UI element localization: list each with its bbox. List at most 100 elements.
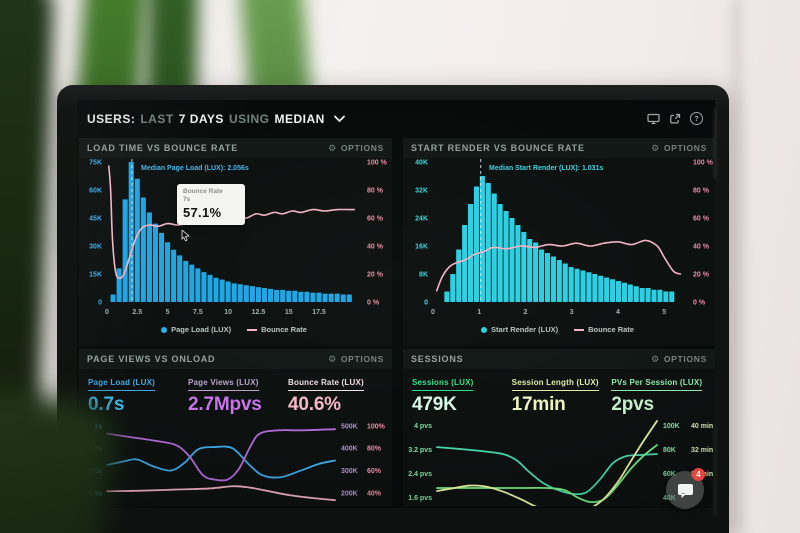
svg-text:40%: 40% [367, 490, 382, 497]
svg-text:20 %: 20 % [693, 272, 710, 279]
svg-text:80%: 80% [367, 446, 382, 453]
svg-text:40 min: 40 min [691, 423, 713, 430]
svg-text:10: 10 [224, 309, 232, 316]
range-value: 7 DAYS [178, 111, 224, 126]
svg-text:16K: 16K [415, 244, 428, 251]
metric-value: 17min [511, 394, 566, 415]
metric-sessions[interactable]: Sessions (LUX) 479K [412, 372, 512, 416]
chat-button[interactable]: 4 [666, 468, 705, 509]
svg-text:300K: 300K [341, 468, 358, 475]
panel-load-time: LOAD TIME VS BOUNCE RATE ⚙ OPTIONS 75K 60… [79, 138, 392, 346]
panel-header: START RENDER VS BOUNCE RATE ⚙ OPTIONS [403, 138, 715, 158]
metric-value: 40.6% [288, 394, 341, 415]
svg-text:100%: 100% [367, 423, 386, 430]
svg-text:5: 5 [166, 309, 170, 316]
svg-text:15K: 15K [89, 272, 102, 279]
range-word-using: USING [228, 111, 270, 126]
svg-text:0: 0 [431, 309, 435, 316]
svg-text:32K: 32K [415, 188, 428, 195]
options-button[interactable]: ⚙ OPTIONS [328, 143, 384, 153]
metric-value: 2pvs [611, 394, 654, 415]
topbar-icons: ? [647, 112, 703, 125]
options-label: OPTIONS [663, 143, 707, 153]
panel-title: SESSIONS [411, 354, 464, 364]
svg-text:0: 0 [105, 309, 109, 316]
legend-item[interactable]: Page Load (LUX) [161, 325, 231, 334]
options-button[interactable]: ⚙ OPTIONS [651, 143, 707, 153]
options-label: OPTIONS [663, 354, 707, 364]
dot-swatch-icon [481, 326, 488, 333]
wall-seam [732, 0, 742, 533]
dashboard-screen: USERS: LAST 7 DAYS USING MEDIAN [77, 100, 715, 508]
display-icon[interactable] [647, 113, 660, 125]
svg-text:0: 0 [98, 300, 102, 307]
range-word-last: LAST [140, 111, 174, 126]
line-swatch-icon [574, 328, 585, 331]
metric-page-load[interactable]: Page Load (LUX) 0.7s [88, 372, 188, 416]
legend-item[interactable]: Start Render (LUX) [481, 325, 558, 334]
svg-text:400K: 400K [341, 446, 358, 453]
onload-lines-chart[interactable]: 1s0.8s0.6s0.4s500K400K300K200K100%80%60%… [83, 415, 391, 506]
panel-title: START RENDER VS BOUNCE RATE [411, 143, 585, 153]
options-label: OPTIONS [340, 143, 384, 153]
chat-icon [677, 483, 693, 498]
svg-text:4 pvs: 4 pvs [414, 423, 432, 430]
legend-item[interactable]: Bounce Rate [247, 325, 307, 334]
svg-text:0 %: 0 % [693, 300, 706, 307]
legend-label: Page Load (LUX) [171, 325, 232, 334]
svg-text:100 %: 100 % [367, 160, 388, 167]
svg-text:30K: 30K [89, 244, 102, 251]
load-time-chart[interactable]: 75K 60K 45K 30K 15K 0 100 % 80 % 60 % 40 % 20 % 0 %… [83, 158, 388, 320]
svg-text:7.5: 7.5 [193, 309, 203, 316]
metric-page-views[interactable]: Page Views (LUX) 2.7Mpvs [188, 372, 288, 416]
gear-icon: ⚙ [328, 142, 337, 153]
chart-legend: Start Render (LUX) Bounce Rate [427, 325, 688, 334]
svg-text:60K: 60K [663, 471, 676, 478]
chart-legend: Page Load (LUX) Bounce Rate [103, 325, 365, 334]
svg-text:60 %: 60 % [367, 216, 384, 223]
metric-value: 0.7s [88, 394, 125, 415]
svg-text:60K: 60K [89, 188, 102, 195]
metric-pvs-per-session[interactable]: PVs Per Session (LUX) 2pvs [611, 372, 711, 416]
svg-text:80 %: 80 % [367, 188, 384, 195]
svg-text:8K: 8K [419, 272, 428, 279]
metric-value: 479K [412, 394, 457, 415]
svg-text:24K: 24K [415, 216, 428, 223]
help-icon[interactable]: ? [690, 112, 703, 125]
line-swatch-icon [247, 328, 258, 331]
svg-text:100K: 100K [663, 423, 680, 430]
metric-value: 2.7Mpvs [188, 394, 262, 415]
tooltip-title: Bounce Rate [183, 188, 223, 195]
gear-icon: ⚙ [651, 353, 660, 364]
svg-text:1: 1 [477, 309, 481, 316]
screen-glare [714, 425, 716, 515]
svg-text:45K: 45K [89, 216, 102, 223]
svg-text:75K: 75K [89, 160, 102, 167]
metric-label: Sessions (LUX) [412, 378, 474, 391]
svg-text:40 %: 40 % [367, 244, 384, 251]
svg-text:2.4 pvs: 2.4 pvs [408, 471, 432, 478]
start-render-chart[interactable]: 40K 32K 24K 16K 8K 0 100 % 80 % 60 % 40 % 20 % 0 % 0… [407, 158, 715, 320]
svg-text:15: 15 [285, 309, 293, 316]
svg-text:0: 0 [424, 300, 428, 307]
metric-session-length[interactable]: Session Length (LUX) 17min [511, 372, 612, 416]
svg-text:17.5: 17.5 [312, 309, 326, 316]
svg-text:100 %: 100 % [693, 160, 714, 167]
share-icon[interactable] [669, 113, 681, 125]
metrics-row: Page Load (LUX) 0.7s Page Views (LUX) 2.… [88, 372, 388, 416]
screen-glare [714, 109, 716, 179]
gear-icon: ⚙ [651, 142, 660, 153]
metric-bounce-rate[interactable]: Bounce Rate (LUX) 40.6% [288, 372, 388, 416]
legend-item[interactable]: Bounce Rate [574, 325, 634, 334]
users-range-selector[interactable]: USERS: LAST 7 DAYS USING MEDIAN [87, 112, 346, 126]
panel-title: PAGE VIEWS VS ONLOAD [87, 354, 216, 364]
options-button[interactable]: ⚙ OPTIONS [328, 354, 384, 364]
svg-text:20 %: 20 % [367, 272, 384, 279]
legend-label: Start Render (LUX) [491, 325, 559, 334]
svg-text:40K: 40K [415, 160, 428, 167]
dashboard-topbar: USERS: LAST 7 DAYS USING MEDIAN [77, 100, 715, 137]
svg-text:32 min: 32 min [691, 447, 713, 454]
median-annotation: Median Page Load (LUX): 2.056s [141, 165, 249, 172]
options-button[interactable]: ⚙ OPTIONS [651, 354, 707, 364]
